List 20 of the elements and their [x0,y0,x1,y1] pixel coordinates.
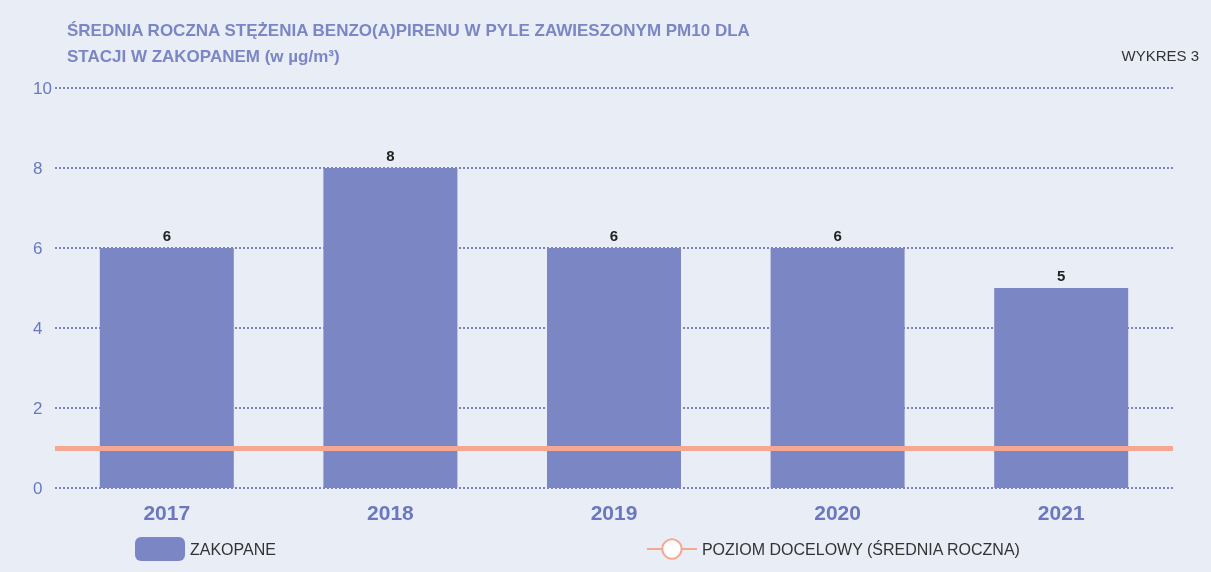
y-tick-label: 8 [33,158,43,178]
legend-label: POZIOM DOCELOWY (ŚREDNIA ROCZNA) [701,539,1020,558]
y-tick-label: 10 [33,78,52,98]
data-label: 6 [833,227,842,244]
text: WYKRES 3 [1121,47,1200,64]
y-tick-label: 4 [33,318,43,338]
legend-label: ZAKOPANE [190,540,276,558]
data-label: 5 [1057,267,1066,284]
y-tick-label: 0 [33,478,43,498]
y-tick-label: 6 [33,238,43,258]
data-label: 8 [386,147,395,164]
x-tick-label: 2021 [1037,501,1085,524]
chart-title: ŚREDNIA ROCZNA STĘŻENIA BENZO(A)PIRENU W PYLE ZAWIESZONYM PM10 DLA STACJI W ZAKOPANEM (w µg/m³) [67,20,754,66]
x-tick-label: 2020 [814,501,861,524]
x-tick-label: 2017 [143,501,191,524]
y-tick-label: 2 [33,398,43,418]
data-label: 6 [162,227,171,244]
x-tick-label: 2019 [590,501,638,524]
x-tick-label: 2018 [367,501,415,524]
data-label: 6 [609,227,619,244]
